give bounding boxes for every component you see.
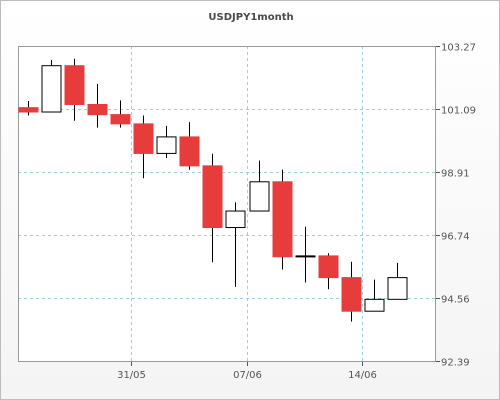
candle-up [225, 210, 246, 229]
y-tick-label: 94.56 [441, 295, 470, 306]
chart-title: USDJPY1month [208, 12, 294, 23]
candle-up [387, 277, 408, 300]
candle-up [249, 181, 270, 212]
y-tick-label: 101.09 [441, 106, 476, 117]
x-tick-label: 31/05 [117, 370, 146, 381]
y-tick-label: 96.74 [441, 232, 470, 243]
candle-down [318, 255, 339, 279]
candle-down [272, 181, 293, 258]
candle-up [41, 65, 62, 113]
candle-up [295, 255, 316, 258]
y-tick-label: 103.27 [441, 43, 476, 54]
candle-down [110, 114, 131, 125]
candle-down [64, 65, 85, 105]
y-tick-label: 92.39 [441, 358, 470, 369]
candle-down [341, 277, 362, 312]
y-tick-label: 98.91 [441, 169, 470, 180]
candle-down [18, 107, 39, 113]
x-tick-label: 07/06 [233, 370, 262, 381]
candle-down [179, 136, 200, 167]
candle-down [133, 123, 154, 154]
candle-up [364, 298, 385, 312]
plot-border [18, 46, 436, 362]
x-tick-label: 14/06 [348, 370, 377, 381]
candle-up [156, 136, 177, 154]
candle-down [202, 165, 223, 229]
candle-down [87, 103, 108, 116]
